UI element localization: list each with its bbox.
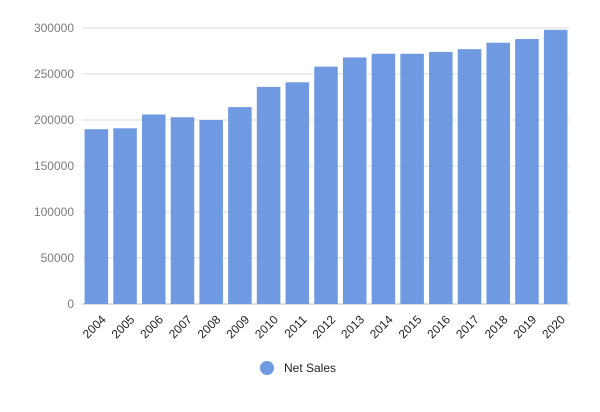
x-tick-label: 2019 bbox=[511, 312, 540, 341]
bar-2009 bbox=[228, 107, 252, 305]
y-tick-label: 250000 bbox=[34, 67, 74, 81]
bar-2008 bbox=[199, 120, 223, 304]
x-tick-label: 2008 bbox=[195, 312, 224, 341]
legend-swatch-net-sales bbox=[260, 361, 274, 375]
bar-2004 bbox=[84, 129, 109, 304]
x-tick-label: 2006 bbox=[137, 312, 166, 341]
x-tick-label: 2015 bbox=[396, 312, 425, 341]
bar-2015 bbox=[400, 53, 424, 305]
x-tick-label: 2012 bbox=[310, 312, 339, 341]
bar-2011 bbox=[285, 82, 310, 304]
x-tick-label: 2005 bbox=[109, 312, 138, 341]
bar-2012 bbox=[314, 66, 338, 304]
x-axis: 2004 2005 2006 2007 2008 2009 2010 2011 2012 2013… bbox=[80, 312, 568, 341]
bar-2014 bbox=[371, 53, 396, 305]
bar-2017 bbox=[457, 49, 482, 304]
x-tick-label: 2009 bbox=[223, 312, 252, 341]
x-tick-label: 2004 bbox=[80, 312, 109, 341]
legend: Net Sales bbox=[260, 361, 336, 375]
bar-2020 bbox=[543, 29, 568, 305]
y-tick-label: 0 bbox=[67, 297, 74, 311]
y-tick-label: 100000 bbox=[34, 205, 74, 219]
x-tick-label: 2017 bbox=[453, 312, 482, 341]
bar-2006 bbox=[141, 114, 166, 304]
bar-2013 bbox=[342, 57, 367, 304]
x-tick-label: 2018 bbox=[482, 312, 511, 341]
bar-layer bbox=[84, 29, 568, 305]
x-tick-label: 2013 bbox=[338, 312, 367, 341]
x-tick-label: 2011 bbox=[281, 312, 309, 340]
bar-2007 bbox=[170, 117, 195, 305]
bar-2018 bbox=[486, 42, 511, 304]
x-tick-label: 2020 bbox=[539, 312, 568, 341]
bar-2019 bbox=[515, 39, 539, 304]
bar-2010 bbox=[256, 86, 281, 304]
x-tick-label: 2014 bbox=[367, 312, 396, 341]
y-axis: 0 50000 100000 150000 200000 250000 300000 bbox=[34, 21, 74, 311]
y-tick-label: 300000 bbox=[34, 21, 74, 35]
bar-2005 bbox=[113, 128, 137, 304]
x-tick-label: 2016 bbox=[424, 312, 453, 341]
bar-2016 bbox=[429, 51, 453, 304]
x-tick-label: 2007 bbox=[166, 312, 195, 341]
y-tick-label: 150000 bbox=[34, 159, 74, 173]
y-tick-label: 50000 bbox=[41, 251, 75, 265]
x-tick-label: 2010 bbox=[252, 312, 281, 341]
y-tick-label: 200000 bbox=[34, 113, 74, 127]
legend-label-net-sales: Net Sales bbox=[284, 361, 336, 375]
